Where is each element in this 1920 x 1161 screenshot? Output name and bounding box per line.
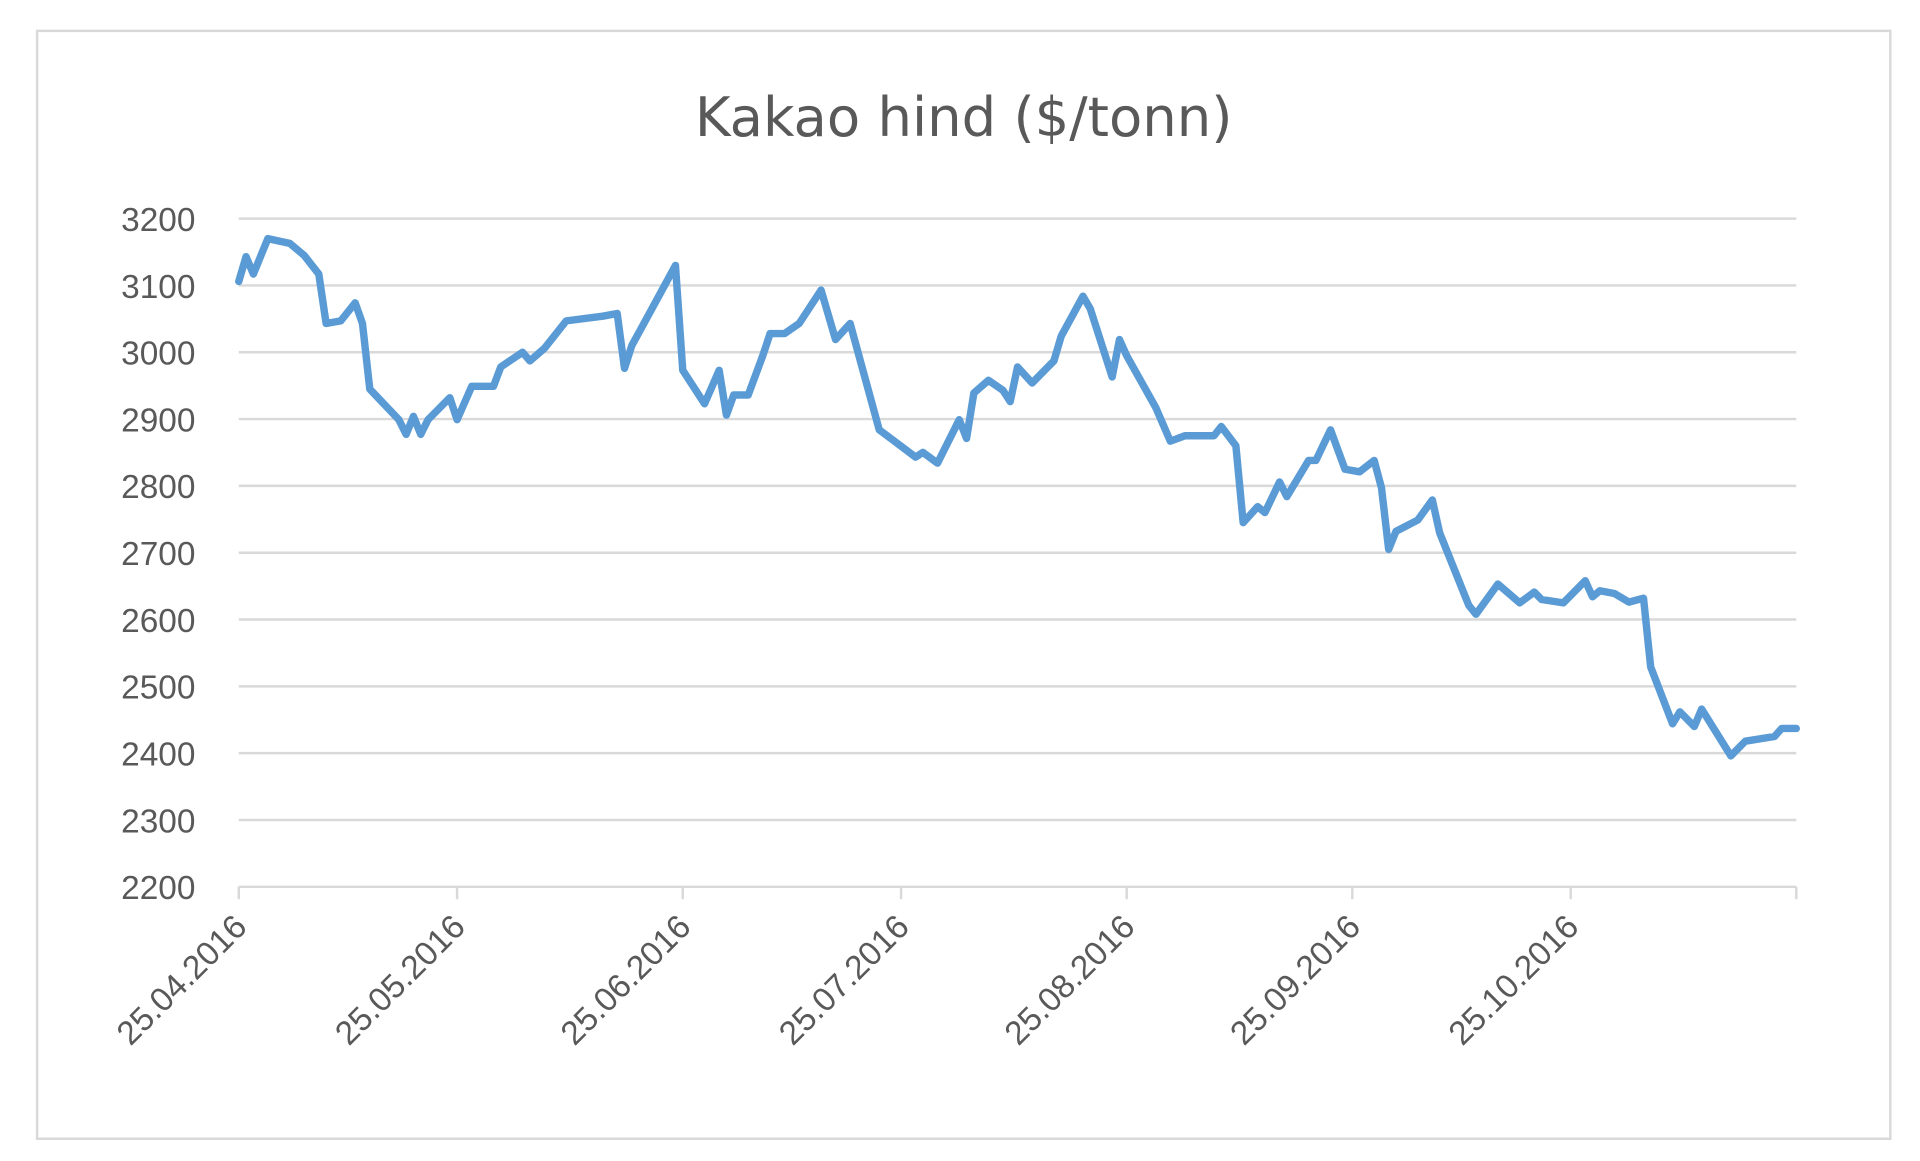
y-tick-label: 3100 (121, 269, 195, 306)
y-tick-label: 2300 (121, 803, 195, 840)
y-axis: 2200 2300 2400 2500 2600 2700 2800 2900 3000 3100… (121, 202, 195, 907)
y-tick-label: 2500 (121, 670, 195, 707)
y-tick-label: 3200 (121, 202, 195, 239)
chart-title: Kakao hind ($/tonn) (695, 86, 1233, 149)
y-tick-label: 2900 (121, 402, 195, 439)
y-tick-label: 2200 (121, 870, 195, 907)
y-tick-label: 2400 (121, 737, 195, 774)
y-tick-label: 2700 (121, 536, 195, 573)
y-tick-label: 2600 (121, 603, 195, 640)
y-tick-label: 2800 (121, 469, 195, 506)
chart-frame (35, 29, 1892, 1141)
gridlines (238, 217, 1797, 822)
y-tick-label: 3000 (121, 336, 195, 373)
series-line (235, 234, 1800, 760)
